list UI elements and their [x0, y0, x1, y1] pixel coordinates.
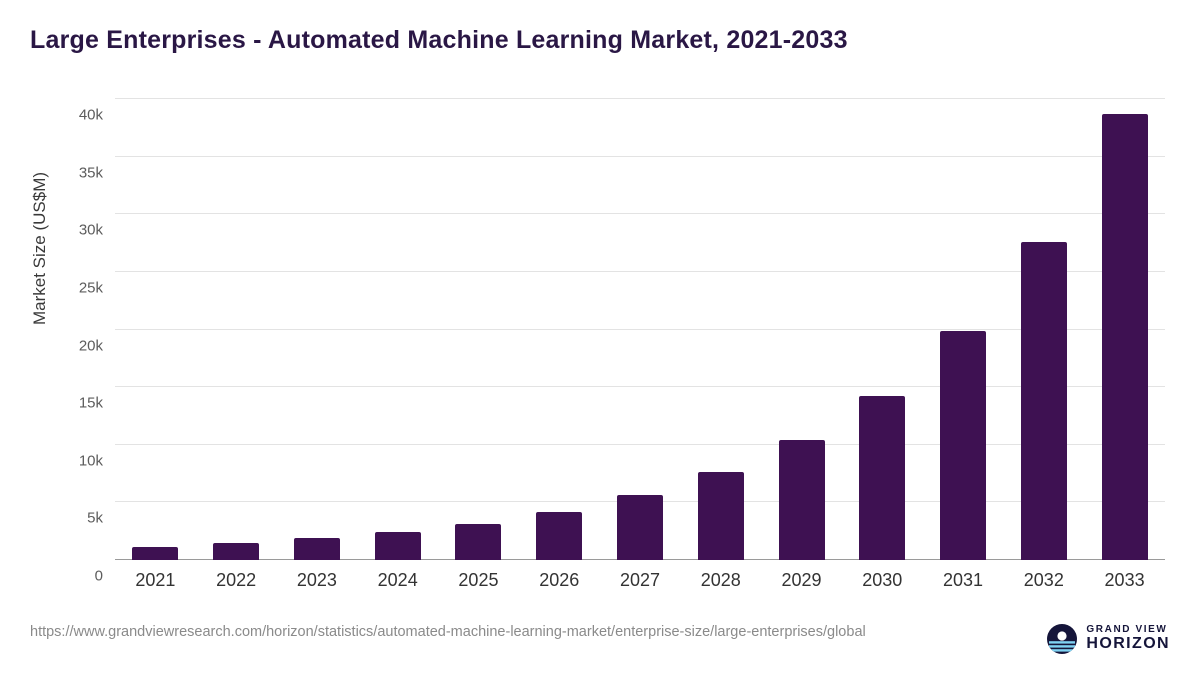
bar-2027 — [616, 494, 663, 560]
logo-text-horizon: HORIZON — [1086, 634, 1170, 652]
bar-2028 — [697, 471, 744, 560]
bar-2030 — [859, 395, 906, 560]
gridline-40k: 40k — [79, 98, 1165, 124]
bar-slot-2027 — [600, 99, 681, 560]
x-label-2029: 2029 — [781, 570, 822, 590]
bar-slot-2030 — [842, 99, 923, 560]
bar-2033 — [1101, 113, 1148, 560]
gridline-30k: 30k — [79, 213, 1165, 239]
bar-2025 — [455, 523, 502, 560]
bar-slot-2026 — [519, 99, 600, 560]
bar-2021 — [132, 547, 179, 560]
x-label-2022: 2022 — [216, 570, 257, 590]
bar-2029 — [778, 439, 825, 560]
y-tick-label-40k: 40k — [78, 106, 103, 124]
bar-slot-2024 — [357, 99, 438, 560]
y-tick-label-10k: 10k — [78, 452, 103, 470]
bar-slot-2021 — [115, 99, 196, 560]
x-label-2031: 2031 — [943, 570, 984, 590]
bar-slot-2025 — [438, 99, 519, 560]
x-label-2028: 2028 — [700, 570, 741, 590]
bar-slot-2028 — [680, 99, 761, 560]
y-tick-label-35k: 35k — [78, 164, 103, 182]
bar-slot-2029 — [761, 99, 842, 560]
gridline-10k: 10k — [79, 443, 1165, 469]
plot-area: 0 5k 10k 15k 20k 25k 30k 35k 40k — [79, 98, 1165, 585]
source-url: https://www.grandviewresearch.com/horizo… — [30, 624, 866, 640]
y-axis-label: Market Size (US$M) — [30, 171, 49, 325]
footer: https://www.grandviewresearch.com/horizo… — [30, 622, 1170, 654]
x-label-2024: 2024 — [377, 570, 418, 590]
bars-row — [115, 99, 1165, 560]
x-label-2032: 2032 — [1023, 570, 1064, 590]
x-label-2023: 2023 — [296, 570, 337, 590]
gridline-15k: 15k — [79, 386, 1165, 412]
bar-slot-2032 — [1003, 99, 1084, 560]
bar-slot-2023 — [277, 99, 358, 560]
x-label-2025: 2025 — [458, 570, 499, 590]
x-axis-labels: 2021 2022 2023 2024 2025 2026 2027 2028 2029 2030… — [115, 570, 1165, 591]
page-title: Large Enterprises - Automated Machine Le… — [30, 26, 848, 54]
horizon-logo-icon — [1047, 624, 1078, 654]
bar-slot-2022 — [196, 99, 277, 560]
bar-2032 — [1020, 241, 1067, 560]
bar-2026 — [536, 511, 583, 560]
y-tick-label-30k: 30k — [78, 221, 103, 239]
bar-2031 — [940, 331, 987, 560]
bar-2022 — [213, 542, 260, 560]
x-label-2030: 2030 — [862, 570, 903, 590]
y-tick-label-5k: 5k — [87, 509, 103, 527]
y-tick-label-20k: 20k — [78, 337, 103, 354]
x-label-2021: 2021 — [135, 570, 176, 590]
bar-slot-2031 — [923, 99, 1004, 560]
x-label-2027: 2027 — [619, 570, 660, 590]
x-label-2026: 2026 — [539, 570, 580, 590]
grand-view-horizon-logo: GRAND VIEW HORIZON — [1047, 624, 1170, 654]
bar-2024 — [374, 531, 421, 560]
y-tick-label-15k: 15k — [78, 394, 103, 412]
y-tick-label-25k: 25k — [78, 279, 103, 297]
bar-chart: Market Size (US$M) 0 5k 10k 15k 20k 25k 30k 35k… — [0, 85, 1200, 600]
gridline-35k: 35k — [79, 155, 1165, 181]
logo-text-grand-view: GRAND VIEW — [1086, 624, 1168, 636]
bar-slot-2033 — [1084, 99, 1165, 560]
logo-text: GRAND VIEW HORIZON — [1086, 625, 1170, 652]
gridline-20k: 20k — [79, 328, 1165, 354]
gridline-25k: 25k — [79, 270, 1165, 296]
y-tick-label-0: 0 — [94, 567, 103, 585]
bar-2023 — [293, 538, 340, 560]
x-label-2033: 2033 — [1104, 570, 1145, 590]
